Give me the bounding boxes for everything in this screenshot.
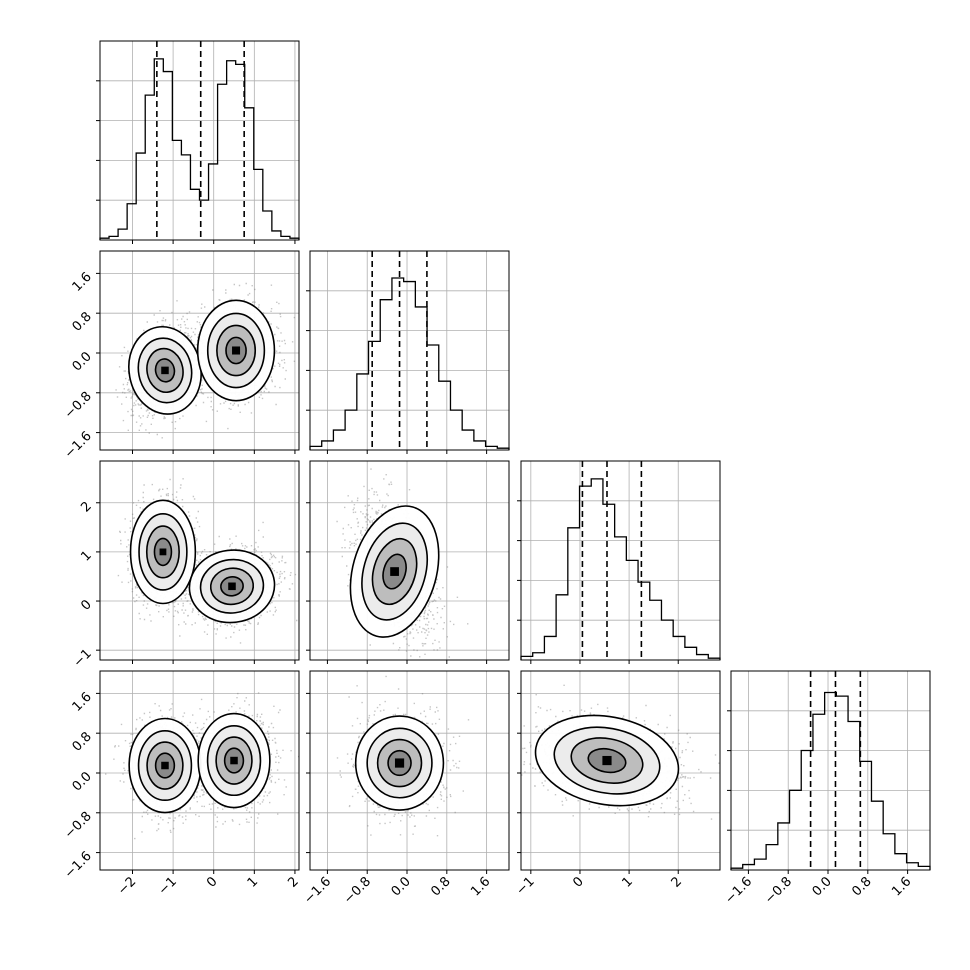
y-tick-label: −1 [71, 646, 95, 670]
density-peak [390, 567, 399, 576]
x-tick-label: 1 [619, 874, 635, 890]
y-tick-label: 0.8 [70, 309, 95, 334]
x-tick-label: −0.8 [762, 874, 795, 907]
y-tick-label: 1.6 [70, 690, 95, 715]
panel-frame [730, 670, 931, 871]
scatter-panel-2-1 [336, 468, 469, 660]
x-tick-label: 0 [570, 874, 586, 890]
y-tick-label: −1.6 [62, 849, 95, 882]
panel-background [731, 671, 930, 870]
x-tick-label: −1.6 [722, 874, 755, 907]
ticks [306, 502, 488, 664]
panel-frame [99, 40, 300, 241]
panel-background [521, 461, 720, 660]
x-tick-label: −2 [115, 874, 139, 898]
panel-background [100, 461, 299, 660]
x-tick-label: 2 [669, 874, 685, 890]
y-tick-label: 0.0 [70, 769, 95, 794]
y-tick-label: −0.8 [62, 389, 95, 422]
density-peak [161, 761, 169, 770]
x-tick-label: 0 [204, 874, 220, 890]
panel-frame [520, 460, 721, 661]
panel-background [310, 251, 509, 450]
x-tick-label: −1 [156, 874, 180, 898]
density-peak [161, 366, 169, 375]
scatter-panel-1-0 [115, 282, 296, 439]
histogram-line [309, 277, 510, 450]
ticks [96, 80, 296, 244]
x-tick-label: 0.8 [428, 874, 453, 899]
ticks [517, 500, 679, 664]
x-tick-label: −1.6 [301, 874, 334, 907]
panel-frame [309, 670, 510, 871]
density-peak [602, 755, 612, 766]
x-tick-label: −0.8 [341, 874, 374, 907]
density-peak [228, 582, 236, 591]
scatter-panel-3-0 [105, 692, 299, 840]
x-tick-label: 1.6 [468, 874, 493, 899]
density-peak [230, 756, 238, 765]
sample-points [336, 675, 470, 837]
x-tick-label: 0.8 [849, 874, 874, 899]
x-tick-label: 1.6 [889, 874, 914, 899]
panel-frame [99, 460, 300, 661]
histogram-line [730, 691, 931, 870]
density-peak [159, 548, 167, 556]
x-tick-label: 0.0 [810, 874, 835, 899]
scatter-panel-3-1 [336, 675, 470, 837]
x-tick-label: 0.0 [389, 874, 414, 899]
gridlines [310, 251, 509, 450]
y-tick-label: −0.8 [62, 809, 95, 842]
histogram-line [520, 478, 721, 660]
density-peak [394, 758, 405, 768]
scatter-panel-3-2 [521, 684, 720, 820]
x-tick-label: 1 [245, 874, 261, 890]
ticks: −2 −1 0 1 2 −1.6 −0.8 0.0 0.8 1.6 [62, 690, 302, 899]
panel-frame [309, 250, 510, 451]
y-tick-label: 0.0 [70, 349, 95, 374]
x-tick-label: −1 [513, 874, 537, 898]
panel-frame [99, 670, 300, 871]
panel-frame [309, 460, 510, 661]
gridlines [731, 671, 930, 870]
y-tick-label: 0 [78, 597, 94, 613]
y-tick-label: 1 [78, 548, 94, 564]
y-tick-label: 1.6 [70, 270, 95, 295]
y-tick-label: 0.8 [70, 729, 95, 754]
ticks [306, 290, 488, 454]
x-tick-label: 2 [285, 874, 301, 890]
y-tick-label: 2 [78, 499, 94, 515]
y-tick-label: −1.6 [62, 429, 95, 462]
panel-background [100, 41, 299, 240]
panel-frame [520, 670, 721, 871]
histogram-line [99, 58, 300, 240]
scatter-panel-2-0 [117, 478, 298, 644]
density-peak [232, 346, 241, 355]
panel-frame [99, 250, 300, 451]
